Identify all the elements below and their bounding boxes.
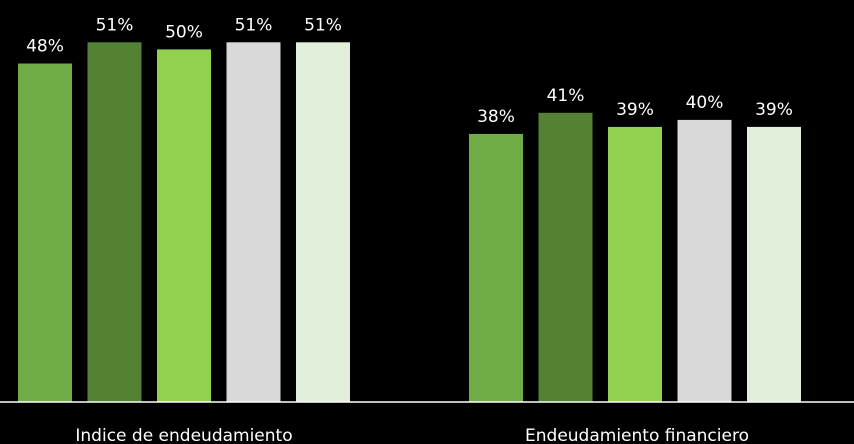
bar-1-2 bbox=[87, 42, 142, 403]
category-label-endeudamiento-financiero: Endeudamiento financiero bbox=[525, 426, 749, 444]
bar-2-4 bbox=[677, 119, 732, 403]
data-label-1-5: 51% bbox=[304, 15, 342, 35]
bar-2-5 bbox=[747, 126, 801, 403]
category-labels-group: Indice de endeudamiento Endeudamiento fi… bbox=[75, 426, 749, 444]
data-label-1-2: 51% bbox=[96, 15, 134, 35]
bar-1-3 bbox=[157, 49, 211, 403]
bar-1-5 bbox=[296, 42, 350, 403]
bars-group bbox=[18, 42, 801, 403]
bar-2-3 bbox=[608, 126, 662, 403]
data-label-1-1: 48% bbox=[26, 37, 64, 57]
data-label-2-1: 38% bbox=[477, 107, 515, 127]
bar-2-2 bbox=[538, 112, 593, 403]
data-label-1-3: 50% bbox=[165, 22, 203, 42]
bar-2-1 bbox=[469, 134, 523, 402]
data-label-2-2: 41% bbox=[547, 86, 585, 106]
data-label-1-4: 51% bbox=[235, 15, 273, 35]
bar-1-4 bbox=[226, 42, 281, 403]
data-label-2-5: 39% bbox=[755, 100, 793, 120]
category-label-indice-de-endeudamiento: Indice de endeudamiento bbox=[75, 426, 292, 444]
data-labels-group: 48% 51% 50% 51% 51% 38% 41% 39% 40% 39% bbox=[26, 15, 793, 127]
bar-1-1 bbox=[18, 63, 72, 402]
data-label-2-3: 39% bbox=[616, 100, 654, 120]
data-label-2-4: 40% bbox=[686, 93, 724, 113]
